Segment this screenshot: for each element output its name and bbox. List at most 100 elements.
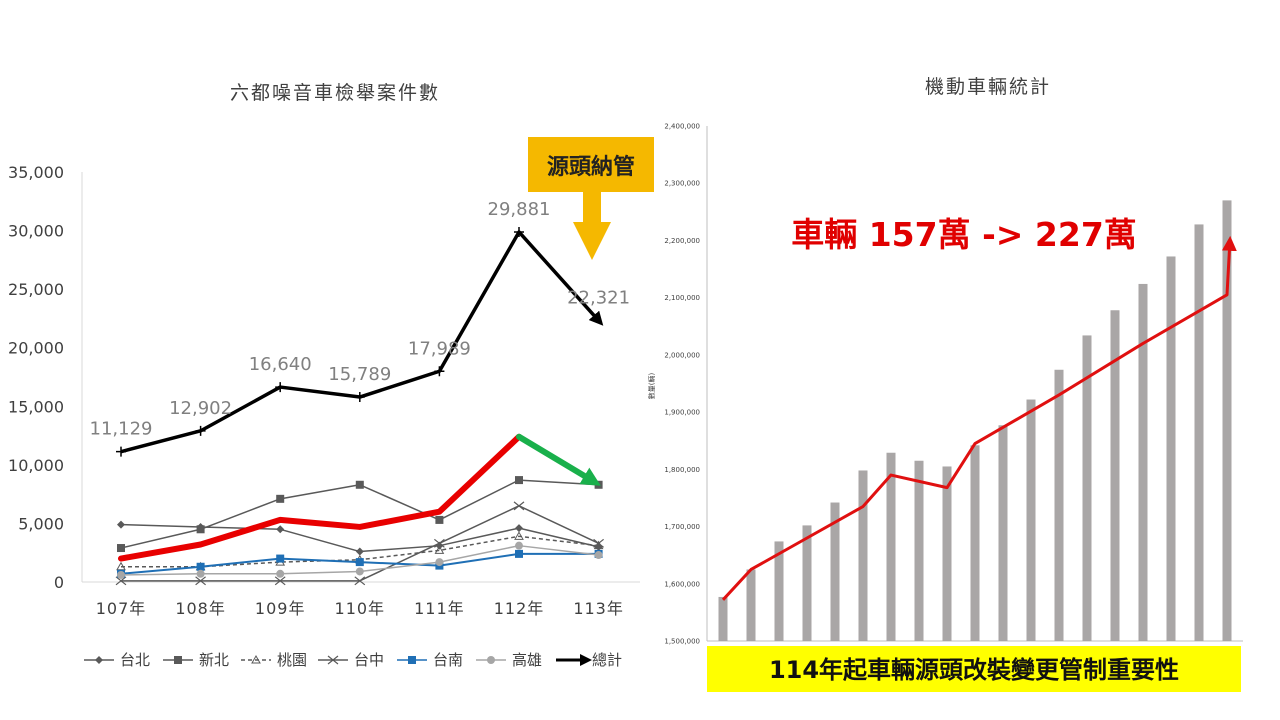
left-chart-total-labels: 11,129 12,902 16,640 15,789 17,989 29,881 22,3… bbox=[90, 199, 631, 440]
left-x-tick-label: 113年 bbox=[573, 599, 624, 618]
data-point bbox=[195, 425, 206, 436]
left-y-tick-label: 0 bbox=[54, 573, 64, 592]
data-point bbox=[355, 567, 364, 576]
data-point bbox=[117, 520, 125, 529]
legend-label: 台中 bbox=[354, 651, 384, 669]
data-point bbox=[513, 501, 525, 511]
data-point bbox=[327, 655, 339, 665]
bar bbox=[1166, 256, 1176, 641]
data-point bbox=[196, 569, 205, 578]
data-point bbox=[174, 656, 182, 664]
left-x-tick-label: 110年 bbox=[335, 599, 386, 618]
data-point bbox=[276, 525, 285, 534]
left-chart-legend: 台北 新北 桃園 台中 台南 高雄 總計 bbox=[84, 651, 622, 669]
legend-label: 總計 bbox=[592, 651, 622, 669]
data-point bbox=[515, 549, 523, 558]
total-data-label: 29,881 bbox=[488, 199, 551, 220]
legend-item: 台南 bbox=[397, 651, 463, 669]
data-point bbox=[515, 541, 523, 550]
series-總計 bbox=[116, 226, 604, 457]
left-chart-y-ticks: 0 5,000 10,000 15,000 20,000 25,000 30,000 35,0… bbox=[8, 163, 64, 592]
left-chart-x-ticks: 107年 108年 109年 110年 111年 112年 113年 bbox=[96, 599, 624, 618]
data-point bbox=[116, 561, 126, 571]
series-高雄 bbox=[117, 541, 603, 579]
right-y-tick-label: 1,500,000 bbox=[664, 638, 700, 646]
bar bbox=[1082, 335, 1092, 641]
noise-complaints-line-chart: 六都噪音車檢舉案件數 0 5,000 10,000 15,000 20,000 25,00… bbox=[8, 82, 640, 669]
left-chart-series bbox=[115, 226, 604, 586]
right-y-tick-label: 2,300,000 bbox=[664, 180, 700, 188]
left-x-tick-label: 109年 bbox=[255, 599, 306, 618]
left-y-tick-label: 10,000 bbox=[8, 456, 64, 475]
total-data-label: 16,640 bbox=[249, 354, 312, 375]
data-point bbox=[515, 476, 523, 485]
legend-item: 桃園 bbox=[241, 651, 307, 669]
vehicle-growth-headline: 車輛 157萬 -> 227萬 bbox=[791, 215, 1137, 254]
legend-label: 新北 bbox=[199, 651, 229, 669]
red-trend-line bbox=[118, 433, 522, 562]
legend-item: 新北 bbox=[163, 651, 229, 669]
footer-text: 114年起車輛源頭改裝變更管制重要性 bbox=[769, 656, 1179, 684]
bar bbox=[858, 470, 868, 641]
bar bbox=[746, 569, 756, 641]
left-y-tick-label: 20,000 bbox=[8, 339, 64, 358]
callout-source-management: 源頭納管 bbox=[528, 137, 654, 260]
bar bbox=[1194, 224, 1204, 641]
bar bbox=[1110, 310, 1120, 641]
legend-item: 台北 bbox=[84, 651, 150, 669]
bar bbox=[774, 541, 784, 641]
bar bbox=[830, 502, 840, 641]
data-point bbox=[196, 562, 205, 571]
right-chart-y-label: 數量(輛) bbox=[647, 373, 656, 400]
data-point bbox=[195, 576, 206, 586]
data-point bbox=[354, 576, 366, 586]
callout-box bbox=[528, 137, 654, 192]
data-point bbox=[355, 558, 364, 567]
data-point bbox=[434, 538, 445, 548]
bar bbox=[886, 452, 896, 641]
right-y-tick-label: 2,100,000 bbox=[664, 294, 700, 302]
total-data-label: 11,129 bbox=[90, 419, 153, 440]
data-point bbox=[593, 538, 604, 548]
data-point bbox=[274, 576, 286, 586]
bar bbox=[718, 596, 728, 641]
footer-banner: 114年起車輛源頭改裝變更管制重要性 bbox=[707, 646, 1241, 692]
bar bbox=[998, 425, 1008, 641]
left-x-tick-label: 112年 bbox=[494, 599, 545, 618]
legend-label: 桃園 bbox=[277, 651, 307, 669]
right-y-tick-label: 1,900,000 bbox=[664, 409, 700, 417]
legend-label: 高雄 bbox=[512, 651, 542, 669]
left-y-tick-label: 35,000 bbox=[8, 163, 64, 182]
right-y-tick-label: 2,200,000 bbox=[664, 237, 700, 245]
data-point bbox=[116, 446, 126, 457]
legend-item: 高雄 bbox=[476, 651, 542, 669]
data-point bbox=[276, 494, 285, 503]
footer-box bbox=[707, 646, 1241, 692]
right-y-tick-label: 1,600,000 bbox=[664, 580, 700, 588]
left-x-tick-label: 108年 bbox=[175, 599, 226, 618]
series-台中 bbox=[115, 501, 604, 586]
bar bbox=[802, 525, 812, 641]
left-y-tick-label: 5,000 bbox=[18, 514, 64, 533]
bar bbox=[1054, 369, 1064, 641]
callout-down-arrow bbox=[573, 192, 611, 260]
bar bbox=[970, 445, 980, 641]
data-point bbox=[117, 570, 125, 579]
left-y-tick-label: 15,000 bbox=[8, 397, 64, 416]
bar bbox=[942, 466, 952, 641]
data-point bbox=[251, 654, 261, 664]
green-decrease-arrow bbox=[516, 433, 601, 486]
data-point bbox=[434, 545, 445, 554]
data-point bbox=[594, 551, 603, 560]
total-data-label: 15,789 bbox=[328, 364, 391, 385]
data-point bbox=[354, 392, 365, 403]
bar bbox=[1222, 200, 1232, 641]
data-point bbox=[355, 547, 364, 556]
legend-item: 總計 bbox=[556, 651, 622, 669]
legend-label: 台北 bbox=[120, 651, 150, 669]
legend-label: 台南 bbox=[433, 651, 463, 669]
data-point bbox=[514, 531, 524, 540]
bar bbox=[914, 460, 924, 641]
trend-arrow bbox=[721, 235, 1237, 601]
